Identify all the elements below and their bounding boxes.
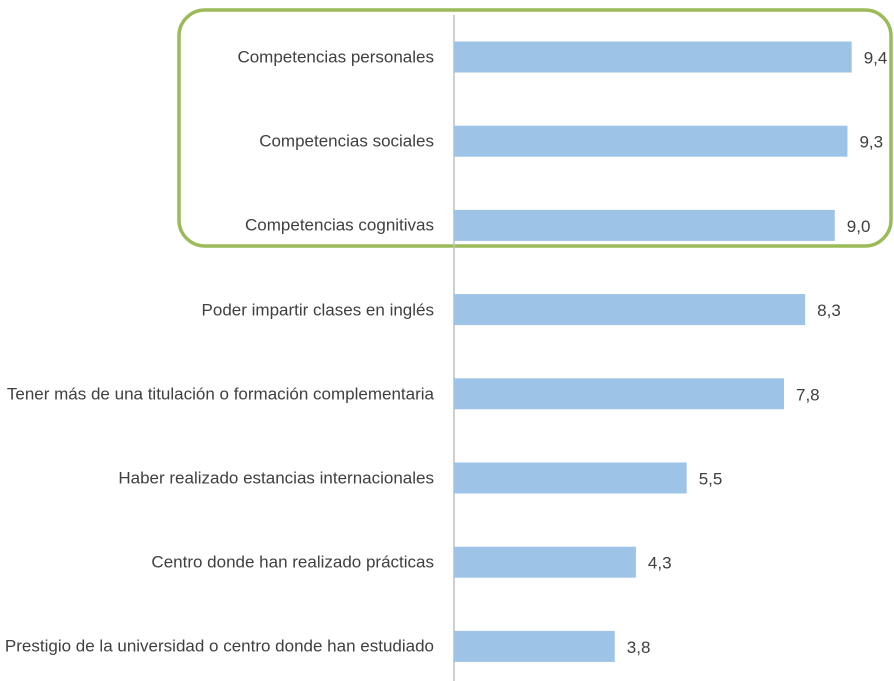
bar xyxy=(454,630,615,662)
category-label: Haber realizado estancias internacionale… xyxy=(118,468,434,488)
bar xyxy=(454,378,784,410)
category-label: Competencias cognitivas xyxy=(245,215,434,235)
value-label: 7,8 xyxy=(796,385,820,404)
bar xyxy=(454,209,835,241)
value-label: 9,0 xyxy=(847,217,871,236)
category-label: Competencias sociales xyxy=(259,131,434,151)
category-label: Prestigio de la universidad o centro don… xyxy=(4,636,434,656)
bar xyxy=(454,462,687,494)
bar xyxy=(454,125,848,157)
category-label: Poder impartir clases en inglés xyxy=(201,300,434,320)
bar xyxy=(454,41,852,73)
value-label: 4,3 xyxy=(648,554,672,573)
bar xyxy=(454,546,636,578)
category-label: Competencias personales xyxy=(237,47,434,67)
value-label: 9,4 xyxy=(864,48,888,67)
category-label: Tener más de una titulación o formación … xyxy=(6,384,434,404)
value-label: 5,5 xyxy=(699,469,723,488)
highlight-box xyxy=(177,8,893,248)
category-label: Centro donde han realizado prácticas xyxy=(151,552,434,572)
value-label: 3,8 xyxy=(627,638,651,657)
value-label: 8,3 xyxy=(817,301,841,320)
bar xyxy=(454,294,806,326)
value-label: 9,3 xyxy=(859,133,883,152)
